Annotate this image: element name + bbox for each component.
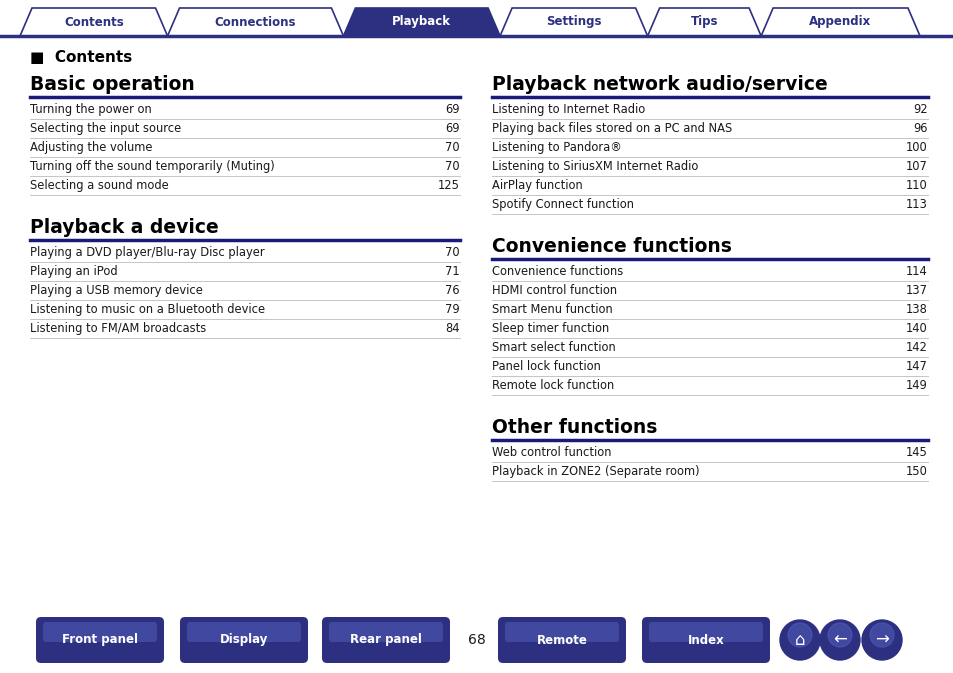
Text: 113: 113	[905, 198, 927, 211]
Text: 84: 84	[445, 322, 459, 335]
FancyBboxPatch shape	[43, 622, 157, 642]
Text: Front panel: Front panel	[62, 633, 138, 647]
Text: Other functions: Other functions	[492, 418, 657, 437]
Text: Smart Menu function: Smart Menu function	[492, 303, 612, 316]
Text: 138: 138	[905, 303, 927, 316]
Text: 69: 69	[445, 103, 459, 116]
FancyBboxPatch shape	[504, 622, 618, 642]
Text: 96: 96	[913, 122, 927, 135]
Text: 110: 110	[905, 179, 927, 192]
Polygon shape	[343, 8, 499, 36]
Text: Appendix: Appendix	[808, 15, 871, 28]
Text: →: →	[874, 631, 888, 649]
Text: Sleep timer function: Sleep timer function	[492, 322, 609, 335]
Text: 137: 137	[905, 284, 927, 297]
Text: HDMI control function: HDMI control function	[492, 284, 617, 297]
Text: Web control function: Web control function	[492, 446, 611, 459]
Text: 70: 70	[445, 141, 459, 154]
Text: 68: 68	[468, 633, 485, 647]
Text: Settings: Settings	[545, 15, 601, 28]
Text: Playing an iPod: Playing an iPod	[30, 265, 117, 278]
Text: Playback network audio/service: Playback network audio/service	[492, 75, 827, 94]
FancyBboxPatch shape	[648, 622, 762, 642]
Text: 69: 69	[445, 122, 459, 135]
Circle shape	[869, 623, 893, 647]
Text: 70: 70	[445, 160, 459, 173]
Text: 145: 145	[905, 446, 927, 459]
Text: Connections: Connections	[214, 15, 296, 28]
Text: Playback in ZONE2 (Separate room): Playback in ZONE2 (Separate room)	[492, 465, 699, 478]
Text: 142: 142	[905, 341, 927, 354]
Text: 107: 107	[905, 160, 927, 173]
Text: 100: 100	[905, 141, 927, 154]
Text: Listening to Internet Radio: Listening to Internet Radio	[492, 103, 644, 116]
Text: 70: 70	[445, 246, 459, 259]
Text: Listening to Pandora®: Listening to Pandora®	[492, 141, 621, 154]
Text: Display: Display	[219, 633, 268, 647]
Text: 76: 76	[445, 284, 459, 297]
Text: Index: Index	[687, 633, 723, 647]
Text: Listening to FM/AM broadcasts: Listening to FM/AM broadcasts	[30, 322, 206, 335]
Text: ←: ←	[832, 631, 846, 649]
Text: Remote lock function: Remote lock function	[492, 379, 614, 392]
Text: Listening to SiriusXM Internet Radio: Listening to SiriusXM Internet Radio	[492, 160, 698, 173]
Polygon shape	[168, 8, 343, 36]
Polygon shape	[20, 8, 168, 36]
Text: Turning off the sound temporarily (Muting): Turning off the sound temporarily (Mutin…	[30, 160, 274, 173]
FancyBboxPatch shape	[187, 622, 301, 642]
Text: ■  Contents: ■ Contents	[30, 50, 132, 65]
Text: ⌂: ⌂	[794, 631, 804, 649]
Text: Basic operation: Basic operation	[30, 75, 194, 94]
Text: Selecting a sound mode: Selecting a sound mode	[30, 179, 169, 192]
Polygon shape	[647, 8, 760, 36]
Text: Turning the power on: Turning the power on	[30, 103, 152, 116]
Text: 114: 114	[905, 265, 927, 278]
Polygon shape	[760, 8, 919, 36]
Text: Playing a DVD player/Blu-ray Disc player: Playing a DVD player/Blu-ray Disc player	[30, 246, 264, 259]
Circle shape	[820, 620, 859, 660]
FancyBboxPatch shape	[329, 622, 442, 642]
Text: Playback a device: Playback a device	[30, 218, 218, 237]
Text: Panel lock function: Panel lock function	[492, 360, 600, 373]
Circle shape	[827, 623, 851, 647]
Text: Convenience functions: Convenience functions	[492, 265, 622, 278]
Text: 79: 79	[445, 303, 459, 316]
Text: Remote: Remote	[536, 633, 587, 647]
FancyBboxPatch shape	[497, 617, 625, 663]
Text: Spotify Connect function: Spotify Connect function	[492, 198, 634, 211]
FancyBboxPatch shape	[180, 617, 308, 663]
Text: Smart select function: Smart select function	[492, 341, 615, 354]
FancyBboxPatch shape	[36, 617, 164, 663]
Text: Playback: Playback	[392, 15, 451, 28]
Text: 92: 92	[912, 103, 927, 116]
Circle shape	[862, 620, 901, 660]
Text: Convenience functions: Convenience functions	[492, 237, 731, 256]
Text: 140: 140	[905, 322, 927, 335]
Text: 71: 71	[445, 265, 459, 278]
Polygon shape	[499, 8, 647, 36]
Text: Selecting the input source: Selecting the input source	[30, 122, 181, 135]
Circle shape	[780, 620, 820, 660]
FancyBboxPatch shape	[641, 617, 769, 663]
FancyBboxPatch shape	[322, 617, 450, 663]
Text: 125: 125	[437, 179, 459, 192]
Text: 150: 150	[905, 465, 927, 478]
Circle shape	[787, 623, 811, 647]
Text: 149: 149	[905, 379, 927, 392]
Text: 147: 147	[905, 360, 927, 373]
Text: Playing a USB memory device: Playing a USB memory device	[30, 284, 203, 297]
Text: Adjusting the volume: Adjusting the volume	[30, 141, 152, 154]
Text: Rear panel: Rear panel	[350, 633, 421, 647]
Text: Tips: Tips	[690, 15, 718, 28]
Text: Listening to music on a Bluetooth device: Listening to music on a Bluetooth device	[30, 303, 265, 316]
Text: Contents: Contents	[64, 15, 124, 28]
Text: Playing back files stored on a PC and NAS: Playing back files stored on a PC and NA…	[492, 122, 732, 135]
Text: AirPlay function: AirPlay function	[492, 179, 582, 192]
